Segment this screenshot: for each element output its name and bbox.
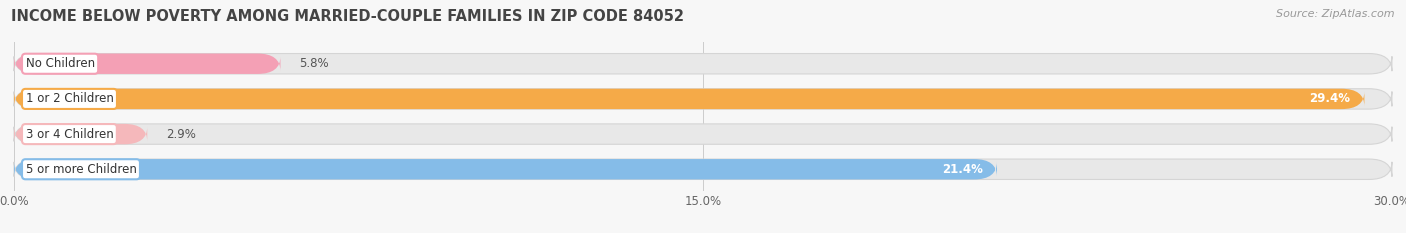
Text: INCOME BELOW POVERTY AMONG MARRIED-COUPLE FAMILIES IN ZIP CODE 84052: INCOME BELOW POVERTY AMONG MARRIED-COUPL… — [11, 9, 685, 24]
Text: 29.4%: 29.4% — [1309, 93, 1351, 105]
FancyBboxPatch shape — [14, 159, 1392, 179]
Text: 5 or more Children: 5 or more Children — [25, 163, 136, 176]
FancyBboxPatch shape — [14, 159, 997, 179]
FancyBboxPatch shape — [14, 54, 1392, 74]
FancyBboxPatch shape — [14, 124, 1392, 144]
Text: 21.4%: 21.4% — [942, 163, 983, 176]
Text: 1 or 2 Children: 1 or 2 Children — [25, 93, 114, 105]
FancyBboxPatch shape — [14, 54, 280, 74]
Text: 5.8%: 5.8% — [299, 57, 329, 70]
Text: Source: ZipAtlas.com: Source: ZipAtlas.com — [1277, 9, 1395, 19]
FancyBboxPatch shape — [14, 89, 1392, 109]
FancyBboxPatch shape — [14, 124, 148, 144]
Text: 3 or 4 Children: 3 or 4 Children — [25, 128, 114, 140]
Text: No Children: No Children — [25, 57, 94, 70]
Text: 2.9%: 2.9% — [166, 128, 195, 140]
FancyBboxPatch shape — [14, 89, 1364, 109]
